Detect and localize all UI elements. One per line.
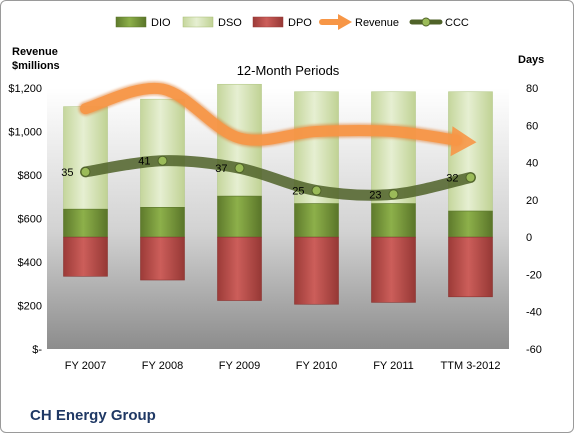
right-axis-ticks: -60 -40 -20 0 20 40 60 80: [526, 83, 542, 356]
bar-dio: [371, 203, 416, 238]
y-right-title: Days: [518, 54, 544, 66]
revenue-series: [78, 81, 477, 157]
bar-dso: [448, 91, 493, 212]
bar-dio: [217, 195, 262, 238]
x-tick-label: TTM 3-2012: [441, 360, 501, 372]
chart-title: 12-Month Periods: [237, 63, 340, 78]
legend-swatch-dio: [115, 16, 147, 28]
x-axis-ticks: FY 2007 FY 2008 FY 2009 FY 2010 FY 2011 TTM 3…: [65, 360, 501, 372]
ccc-data-label: 32: [446, 172, 458, 184]
right-tick-label: 20: [526, 195, 538, 207]
right-tick-label: 40: [526, 158, 538, 170]
legend-label-dio: DIO: [151, 17, 171, 29]
x-tick-label: FY 2011: [373, 360, 414, 372]
ccc-data-label: 41: [138, 156, 150, 168]
ccc-data-label: 25: [292, 186, 304, 198]
legend-label-ccc: CCC: [445, 17, 469, 29]
bar-dpo: [294, 236, 339, 305]
ccc-series: 35 41 37 25 23 32: [61, 155, 476, 201]
left-tick-label: $1,000: [8, 127, 42, 139]
bar-dio: [448, 210, 493, 238]
right-tick-label: 60: [526, 120, 538, 132]
bar-dso: [371, 91, 416, 204]
company-name: CH Energy Group: [30, 407, 156, 424]
left-tick-label: $800: [18, 170, 42, 182]
bar-dio: [294, 203, 339, 238]
y-left-title-line2: $millions: [12, 60, 60, 72]
right-tick-label: -40: [526, 307, 542, 319]
legend-swatch-revenue: [319, 14, 352, 30]
left-tick-label: $-: [32, 344, 42, 356]
ccc-point: [80, 166, 91, 177]
left-axis-ticks: $- $200 $400 $600 $800 $1,000 $1,200: [8, 83, 42, 356]
bar-dso: [140, 98, 185, 208]
x-tick-label: FY 2007: [65, 360, 106, 372]
left-tick-label: $400: [18, 257, 42, 269]
right-tick-label: 80: [526, 83, 538, 95]
plot-area: [47, 88, 509, 349]
bar-dso: [63, 106, 108, 210]
revenue-line: [80, 82, 462, 146]
x-tick-label: FY 2009: [219, 360, 260, 372]
bar-dpo: [140, 236, 185, 281]
bar-dpo: [448, 236, 493, 298]
ccc-point: [465, 172, 476, 183]
left-tick-label: $1,200: [8, 83, 42, 95]
bar-dio: [63, 208, 108, 238]
legend-swatch-dso: [182, 16, 214, 28]
legend-swatch-dpo: [252, 16, 284, 28]
legend-label-dpo: DPO: [288, 17, 312, 29]
ccc-data-label: 37: [215, 163, 227, 175]
ccc-data-label: 35: [61, 167, 73, 179]
right-tick-label: -20: [526, 269, 542, 281]
ccc-data-label: 23: [369, 189, 381, 201]
revenue-arrowhead: [450, 126, 477, 157]
right-tick-label: -60: [526, 344, 542, 356]
legend-swatch-ccc: [409, 17, 443, 27]
legend-label-revenue: Revenue: [355, 17, 399, 29]
bar-dpo: [371, 236, 416, 303]
ccc-point: [234, 163, 245, 174]
legend-label-dso: DSO: [218, 17, 242, 29]
x-tick-label: FY 2008: [142, 360, 183, 372]
ccc-point: [157, 155, 168, 166]
bar-dio: [140, 207, 185, 238]
x-tick-label: FY 2010: [296, 360, 337, 372]
right-tick-label: 0: [526, 232, 532, 244]
ccc-line: [80, 155, 476, 201]
left-tick-label: $200: [18, 301, 42, 313]
y-left-title-line1: Revenue: [12, 46, 58, 58]
bar-dpo: [63, 236, 108, 277]
legend: DIO DSO DPO Revenue CCC: [115, 14, 469, 30]
left-tick-label: $600: [18, 214, 42, 226]
ccc-point: [388, 189, 399, 200]
ccc-point: [311, 185, 322, 196]
bar-dpo: [217, 236, 262, 301]
